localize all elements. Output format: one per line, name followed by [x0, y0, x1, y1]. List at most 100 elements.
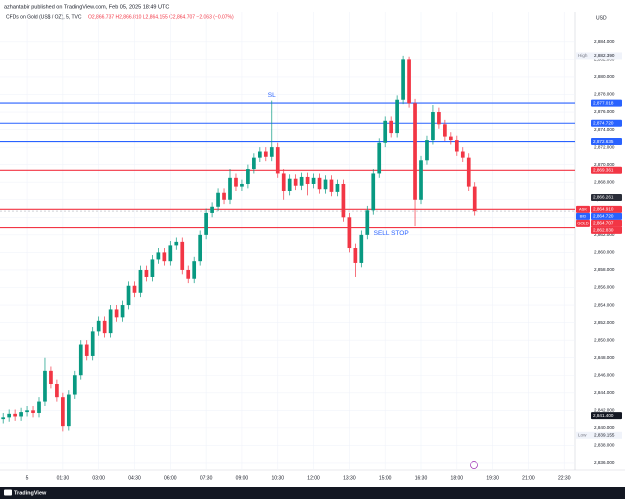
candle-body — [96, 320, 101, 332]
candle-body — [168, 245, 173, 262]
price-tag-label: 2,877.018 — [593, 100, 614, 105]
candle-body — [138, 269, 143, 293]
candle-body — [413, 103, 417, 200]
candle-body — [425, 140, 429, 161]
candle-body — [55, 384, 59, 398]
price-tag-name-bg — [576, 219, 590, 227]
x-tick-label: 16:30 — [415, 475, 428, 481]
candle-body — [437, 112, 441, 125]
candle-body — [401, 59, 405, 100]
candle-body — [174, 241, 179, 246]
x-tick-label: 01:30 — [57, 475, 70, 481]
candle-body — [204, 212, 208, 235]
price-tag-name-bg — [576, 212, 590, 220]
footer-logo — [4, 489, 12, 496]
candle-body — [144, 269, 149, 277]
candle-body — [192, 261, 197, 279]
symbol: CFDs on Gold (US$ / OZ), 5, TVC — [6, 14, 82, 20]
x-tick-label: 22:30 — [558, 475, 571, 481]
x-tick-label: 18:00 — [451, 475, 464, 481]
candle-body — [257, 151, 262, 158]
price-tag-name-bg — [576, 205, 590, 213]
candle-body — [210, 206, 214, 213]
price-tag-name: GOLD — [577, 220, 588, 225]
candle-body — [198, 234, 203, 262]
candle-body — [61, 397, 65, 427]
annotation: SELL STOP — [374, 230, 409, 237]
x-tick-label: 04:30 — [128, 475, 141, 481]
y-tick-label: 2,870.000 — [594, 162, 615, 167]
extreme-tag-name: Low — [578, 433, 587, 438]
y-tick-label: 2,852.000 — [594, 320, 615, 325]
x-tick-label: 10:30 — [271, 475, 284, 481]
candle-body — [43, 370, 47, 402]
candle-body — [228, 177, 232, 200]
candle-body — [448, 136, 453, 141]
y-tick-label: 2,880.000 — [594, 74, 615, 79]
y-tick-label: 2,874.000 — [594, 127, 615, 132]
candle-body — [419, 160, 423, 200]
price-tag — [591, 226, 622, 234]
candle-body — [431, 112, 435, 141]
candle-body — [150, 259, 155, 277]
y-tick-label: 2,842.000 — [594, 408, 615, 413]
y-tick-label: 2,836.000 — [594, 460, 615, 465]
candle-body — [311, 177, 316, 184]
extreme-tag-bg — [576, 431, 622, 439]
price-tag-label: 2,841.400 — [593, 413, 614, 418]
y-tick-label: 2,878.000 — [594, 92, 615, 97]
price-tag-label: 2,864.910 — [593, 207, 614, 212]
candle-body — [472, 186, 477, 212]
footer-bar — [0, 487, 625, 499]
currency: USD — [596, 15, 607, 21]
candle-body — [377, 142, 382, 174]
price-tag — [591, 205, 622, 213]
candle-body — [407, 59, 411, 104]
candle-body — [78, 344, 83, 376]
y-tick-label: 2,872.000 — [594, 144, 615, 149]
candle-body — [269, 147, 274, 157]
candle-body — [132, 285, 137, 293]
y-tick-label: 2,884.000 — [594, 39, 615, 44]
candle-body — [371, 173, 376, 211]
price-tag — [591, 212, 622, 220]
price-tag — [591, 219, 622, 227]
x-tick-label: 07:30 — [200, 475, 213, 481]
y-tick-label: 2,854.000 — [594, 302, 615, 307]
y-tick-label: 2,846.000 — [594, 372, 615, 377]
candle-body — [323, 179, 328, 190]
candle-body — [287, 178, 292, 191]
price-tag — [591, 119, 622, 127]
extreme-tag-label: 2,882.390 — [594, 53, 615, 58]
ohlc: O2,866.737 H2,866.810 L2,864.155 C2,864.… — [88, 14, 234, 20]
candle-body — [84, 344, 89, 356]
candle-body — [454, 140, 459, 152]
price-tag — [591, 99, 622, 107]
annotation: SL — [268, 92, 276, 99]
candle-body — [395, 99, 399, 134]
candle-body — [25, 410, 29, 413]
price-tag — [591, 412, 622, 420]
price-tag-label: 2,872.635 — [593, 139, 614, 144]
extreme-tag-bg — [576, 52, 622, 60]
extreme-tag-label: 2,839.155 — [594, 433, 615, 438]
price-tag — [591, 193, 622, 201]
candle-body — [281, 173, 286, 191]
y-tick-label: 2,856.000 — [594, 285, 615, 290]
candle-body — [341, 183, 346, 218]
price-tag-label: 2,862.830 — [593, 228, 614, 233]
y-tick-label: 2,840.000 — [594, 425, 615, 430]
candle-body — [180, 241, 185, 270]
candle-body — [365, 210, 370, 235]
x-tick-label: 06:00 — [164, 475, 177, 481]
extreme-tag-name: High — [578, 53, 588, 58]
candle-body — [31, 410, 35, 413]
x-tick-label: 09:00 — [236, 475, 249, 481]
candle-body — [19, 412, 23, 417]
y-tick-label: 2,838.000 — [594, 443, 615, 448]
price-tag-label: 2,864.720 — [593, 214, 614, 219]
y-tick-label: 2,862.000 — [594, 232, 615, 237]
price-tag-label: 2,864.707 — [593, 221, 614, 226]
